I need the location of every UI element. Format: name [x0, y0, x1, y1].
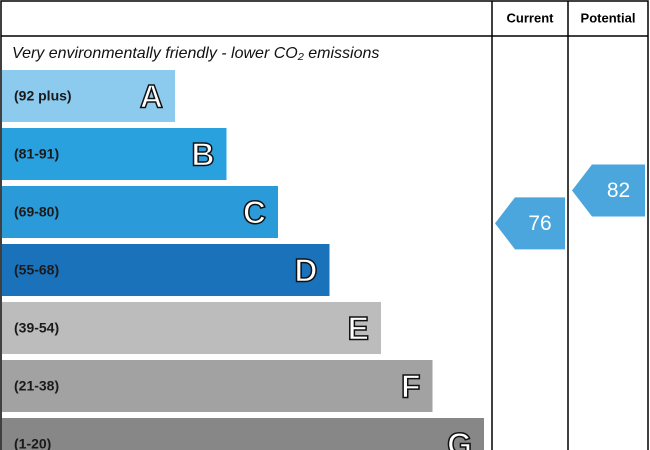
rating-value: 82	[607, 179, 630, 202]
band-letter: C	[243, 194, 266, 230]
band-letter: F	[401, 368, 421, 404]
band-bar	[2, 128, 227, 180]
band-range: (69-80)	[14, 204, 59, 220]
band-bar	[2, 186, 278, 238]
band-range: (21-38)	[14, 378, 59, 394]
rating-value: 76	[528, 212, 551, 235]
band-bar	[2, 70, 175, 122]
band-bar	[2, 302, 381, 354]
band-letter: E	[348, 310, 369, 346]
band-letter: G	[447, 426, 472, 450]
band-range: (1-20)	[14, 436, 51, 450]
band-bar	[2, 418, 484, 450]
band-letter: B	[191, 136, 214, 172]
rating-arrow	[572, 164, 645, 217]
band-range: (92 plus)	[14, 88, 72, 104]
column-header: Potential	[581, 10, 636, 25]
band-letter: D	[294, 252, 317, 288]
column-header: Current	[507, 10, 555, 25]
band-bar	[2, 360, 433, 412]
band-range: (81-91)	[14, 146, 59, 162]
band-range: (55-68)	[14, 262, 59, 278]
rating-arrow	[495, 197, 565, 250]
band-letter: A	[140, 78, 163, 114]
band-range: (39-54)	[14, 320, 59, 336]
subtitle: Very environmentally friendly - lower CO…	[12, 45, 379, 62]
band-bar	[2, 244, 330, 296]
